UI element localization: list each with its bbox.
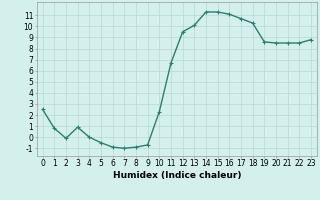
X-axis label: Humidex (Indice chaleur): Humidex (Indice chaleur) <box>113 171 241 180</box>
